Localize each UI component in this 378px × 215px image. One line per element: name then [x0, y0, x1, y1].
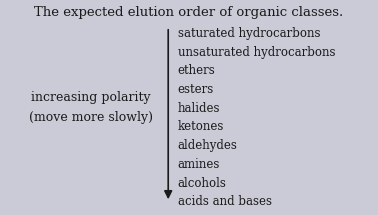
Text: The expected elution order of organic classes.: The expected elution order of organic cl…	[34, 6, 344, 19]
Text: unsaturated hydrocarbons: unsaturated hydrocarbons	[178, 46, 335, 58]
Text: ethers: ethers	[178, 64, 215, 77]
Text: aldehydes: aldehydes	[178, 139, 237, 152]
Text: esters: esters	[178, 83, 214, 96]
Text: saturated hydrocarbons: saturated hydrocarbons	[178, 27, 320, 40]
Text: increasing polarity
(move more slowly): increasing polarity (move more slowly)	[29, 91, 153, 124]
Text: alcohols: alcohols	[178, 177, 226, 189]
Text: acids and bases: acids and bases	[178, 195, 272, 208]
Text: halides: halides	[178, 102, 220, 115]
Text: amines: amines	[178, 158, 220, 171]
Text: ketones: ketones	[178, 120, 224, 133]
